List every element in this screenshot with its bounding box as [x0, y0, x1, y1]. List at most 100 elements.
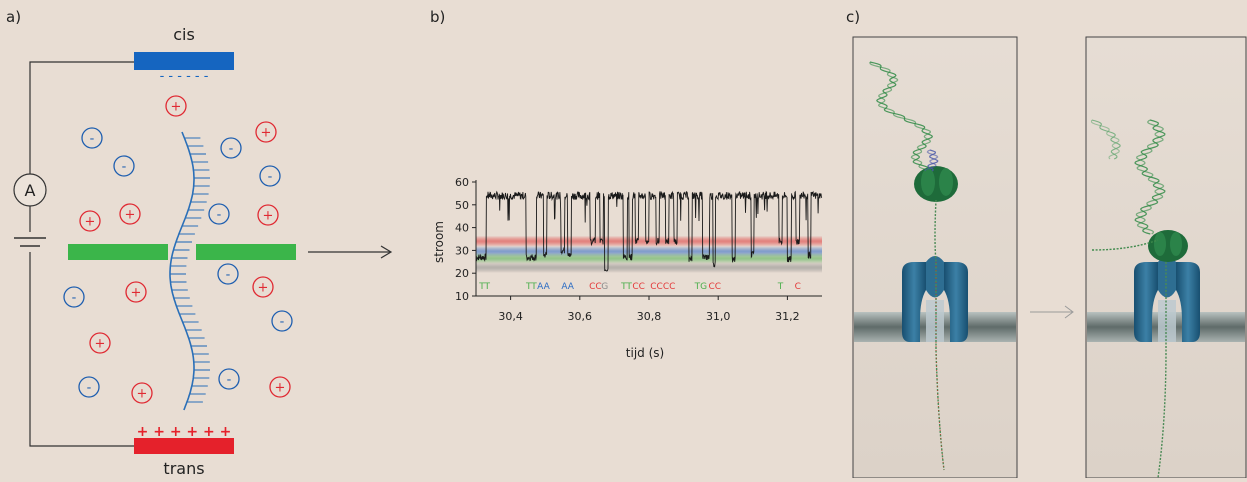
- ion-ring: [63, 286, 85, 308]
- positive-ion: +: [119, 203, 141, 225]
- ion-ring: [208, 203, 230, 225]
- ion-sign: +: [261, 126, 272, 141]
- ion-ring: [218, 368, 240, 390]
- ion-ring: [217, 263, 239, 285]
- level-band-T: [476, 253, 822, 264]
- positive-ion: +: [269, 376, 291, 398]
- y-tick-label: 20: [455, 267, 469, 280]
- ion-ring: [271, 310, 293, 332]
- panel-c: c): [846, 8, 1247, 479]
- helix-strand-a: [927, 149, 939, 172]
- negative-ion: -: [217, 263, 239, 285]
- arrow-between-scenes-head: [1064, 305, 1074, 319]
- ion-sign: -: [229, 142, 234, 157]
- base-label: CCCC: [650, 282, 675, 292]
- ion-sign: -: [227, 373, 232, 388]
- negative-ion: -: [113, 155, 135, 177]
- circuit-wire-top: [29, 61, 134, 174]
- ion-sign: -: [268, 170, 273, 185]
- ion-ring: [165, 95, 187, 117]
- level-band-G: [476, 264, 822, 271]
- trans-label: trans: [163, 459, 204, 478]
- positive-ion: +: [165, 95, 187, 117]
- helicase-before: [914, 166, 958, 202]
- chart-axes: 10 20 30 40 50 60 30,4 30,6 30,8 31,0 31,2: [455, 176, 822, 323]
- ion-sign: +: [137, 387, 148, 402]
- ammeter-label: A: [25, 181, 36, 200]
- ion-sign: +: [125, 208, 136, 223]
- level-band-T: [476, 255, 822, 262]
- base-label: G: [601, 282, 608, 292]
- single-strand-before-red: [935, 262, 945, 471]
- positive-ion: +: [125, 281, 147, 303]
- base-label: CC: [632, 282, 645, 292]
- nanopore-protein-after: [1134, 256, 1200, 342]
- ion-sign: -: [90, 132, 95, 147]
- y-tick-label: 60: [455, 176, 469, 189]
- positive-ion: +: [131, 382, 153, 404]
- positive-ion: +: [252, 276, 274, 298]
- base-label: AA: [561, 282, 574, 292]
- ion-sign: -: [122, 160, 127, 175]
- ion-sign: +: [131, 286, 142, 301]
- displaced-strand-after: [1091, 239, 1159, 251]
- ion-ring: [89, 332, 111, 354]
- negative-ion: -: [63, 286, 85, 308]
- ion-ring: [255, 121, 277, 143]
- helicase-after: [1148, 230, 1188, 262]
- helix-strand-b: [924, 149, 939, 172]
- negative-ion: -: [259, 165, 281, 187]
- level-band-A: [476, 248, 822, 255]
- trans-electrode: [134, 438, 234, 454]
- ion-sign: +: [95, 337, 106, 352]
- base-label: TT: [478, 282, 490, 292]
- base-label: TT: [620, 282, 632, 292]
- level-band-A: [476, 247, 822, 256]
- ammeter-icon: [13, 173, 47, 207]
- base-label: C: [795, 282, 801, 292]
- ion-ring: [81, 127, 103, 149]
- panel-b-label: b): [430, 8, 445, 26]
- positive-ion: +: [79, 210, 101, 232]
- current-trace: [475, 190, 823, 272]
- ion-ring: [119, 203, 141, 225]
- positive-ion: +: [255, 121, 277, 143]
- ion-ring: [257, 204, 279, 226]
- ion-ring: [220, 137, 242, 159]
- helix-before-upper: [869, 61, 934, 170]
- ion-sign: -: [72, 291, 77, 306]
- membrane-right: [196, 244, 296, 260]
- circuit-wire-bottom: [29, 252, 134, 447]
- ion-ring: [269, 376, 291, 398]
- helix-after-lower: [1134, 119, 1166, 235]
- dna-backbone: [169, 131, 195, 411]
- base-label: TG: [694, 282, 707, 292]
- ion-sign: -: [217, 208, 222, 223]
- level-band-G: [476, 266, 822, 269]
- x-axis-label: tijd (s): [626, 346, 664, 360]
- negative-ion: -: [218, 368, 240, 390]
- level-band-T: [476, 256, 822, 261]
- level-band-T: [476, 257, 822, 260]
- ion-sign: +: [263, 209, 274, 224]
- level-band-G: [476, 262, 822, 273]
- arrow-to-b-head: [380, 245, 393, 259]
- ion-ring: [131, 382, 153, 404]
- cis-label: cis: [173, 25, 195, 44]
- cis-electrode: [134, 52, 234, 70]
- base-labels: TT TT AA AA CC G TT CC CCCC TG CC T C: [478, 282, 801, 292]
- membrane-left: [68, 244, 168, 260]
- level-band-A: [476, 250, 822, 253]
- base-label: CC: [708, 282, 721, 292]
- ion-sign: +: [275, 381, 286, 396]
- base-label: T: [777, 282, 784, 292]
- x-tick-label: 31,0: [706, 310, 731, 323]
- y-axis-label: stroom: [432, 221, 446, 263]
- dna-helices: [869, 61, 1167, 479]
- ion-ring: [125, 281, 147, 303]
- negative-ion: -: [208, 203, 230, 225]
